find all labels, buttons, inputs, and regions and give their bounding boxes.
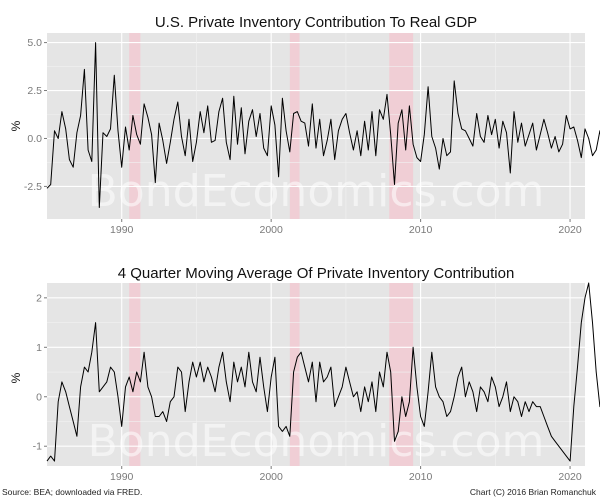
x-tick-label: 2000 [259, 471, 283, 483]
x-tick-label: 1990 [110, 471, 134, 483]
y-tick-label: 0 [36, 391, 42, 403]
y-axis-label: % [9, 120, 23, 131]
x-tick-label: 2020 [558, 224, 582, 236]
recession-band [289, 33, 300, 219]
x-tick-label: 2020 [558, 471, 582, 483]
y-tick-label: -1 [33, 441, 42, 453]
recession-band [389, 283, 414, 466]
source-note: Source: BEA; downloaded via FRED. [2, 487, 142, 497]
x-tick-label: 1990 [110, 224, 134, 236]
y-tick-label: -2.5 [24, 181, 42, 193]
x-tick-label: 2010 [409, 224, 433, 236]
panel-inventory-contribution: U.S. Private Inventory Contribution To R… [9, 14, 600, 236]
chart-title: U.S. Private Inventory Contribution To R… [155, 14, 477, 31]
chart-title: 4 Quarter Moving Average Of Private Inve… [118, 265, 515, 282]
y-axis-label: % [9, 372, 23, 383]
watermark: BondEconomics.com [88, 416, 545, 467]
y-tick-label: 2.5 [27, 85, 42, 97]
x-tick-label: 2010 [409, 471, 433, 483]
watermark: BondEconomics.com [88, 166, 545, 217]
y-tick-label: 0.0 [27, 133, 42, 145]
x-tick-label: 2000 [259, 224, 283, 236]
series-line [46, 42, 600, 208]
recession-band [289, 283, 300, 466]
recession-band [129, 283, 141, 466]
y-tick-label: 1 [36, 342, 42, 354]
copyright-note: Chart (C) 2016 Brian Romanchuk [470, 487, 597, 497]
panel-moving-average: 4 Quarter Moving Average Of Private Inve… [9, 265, 600, 483]
series-line [46, 282, 600, 462]
y-tick-label: 2 [36, 292, 42, 304]
y-tick-label: 5.0 [27, 37, 42, 49]
